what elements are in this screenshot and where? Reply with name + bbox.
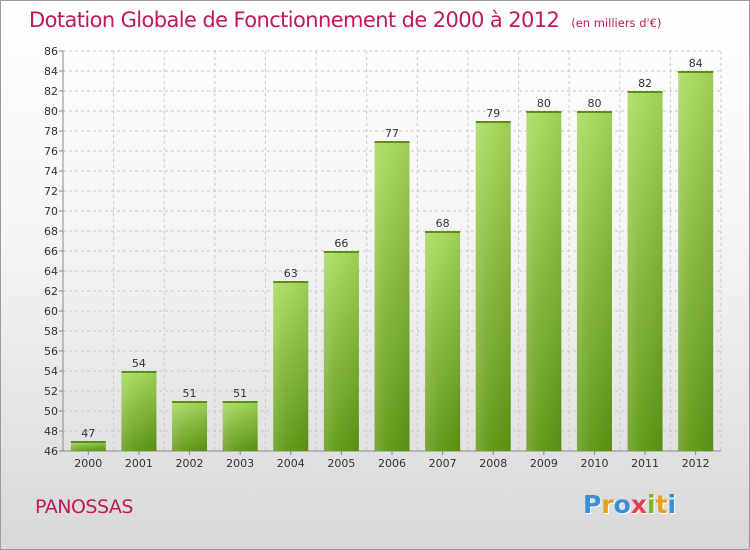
x-tick-label: 2011 [631, 457, 659, 470]
bars [70, 71, 714, 451]
bar-shine [425, 231, 461, 451]
chart-title: Dotation Globale de Fonctionnement de 20… [29, 8, 560, 32]
x-tick-label: 2004 [277, 457, 305, 470]
bar-top-edge [222, 401, 258, 403]
bar-top-edge [70, 441, 106, 443]
bar-top-edge [475, 121, 511, 123]
x-tick-label: 2012 [682, 457, 710, 470]
logo-letter: o [613, 490, 631, 519]
x-tick-label: 2009 [530, 457, 558, 470]
bar-top-edge [526, 111, 562, 113]
bar-shine [475, 121, 511, 451]
x-tick-label: 2002 [176, 457, 204, 470]
y-tick-label: 72 [44, 185, 58, 198]
bar-top-edge [121, 371, 157, 373]
bar-top-edge [273, 281, 309, 283]
value-label: 51 [183, 387, 197, 400]
bar-top-edge [576, 111, 612, 113]
bar-shine [222, 401, 258, 451]
value-label: 47 [81, 427, 95, 440]
y-tick-label: 62 [44, 285, 58, 298]
bar-shine [627, 91, 663, 451]
bar-shine [576, 111, 612, 451]
bar-shine [323, 251, 359, 451]
y-tick-label: 74 [44, 165, 58, 178]
y-tick-label: 78 [44, 125, 58, 138]
x-tick-label: 2005 [327, 457, 355, 470]
value-label: 82 [638, 77, 652, 90]
bar-shine [121, 371, 157, 451]
bar-top-edge [374, 141, 410, 143]
logo-letter: r [601, 490, 614, 519]
x-tick-labels: 2000 2001 2002 2003 2004 2005 2006 2007 2008 2009… [74, 457, 709, 470]
y-tick-labels: 46 48 50 52 54 56 58 60 62 64 66 68 70 72 74 76 78 80 82 84… [44, 45, 58, 458]
bar-top-edge [323, 251, 359, 253]
value-label: 79 [486, 107, 500, 120]
bar-shine [273, 281, 309, 451]
y-tick-label: 66 [44, 245, 58, 258]
value-label: 51 [233, 387, 247, 400]
bar-shine [374, 141, 410, 451]
y-tick-label: 60 [44, 305, 58, 318]
bar-top-edge [425, 231, 461, 233]
value-labels: 47 54 51 51 63 66 77 68 79 80 80 82 84 [81, 57, 702, 440]
value-label: 84 [689, 57, 703, 70]
y-tick-label: 80 [44, 105, 58, 118]
value-label: 80 [587, 97, 601, 110]
logo-letter: P [583, 490, 602, 519]
y-tick-label: 70 [44, 205, 58, 218]
y-tick-label: 56 [44, 345, 58, 358]
y-tick-label: 86 [44, 45, 58, 58]
logo-letter: i [647, 490, 656, 519]
value-label: 66 [334, 237, 348, 250]
x-tick-label: 2001 [125, 457, 153, 470]
bar-shine [526, 111, 562, 451]
y-tick-label: 46 [44, 445, 58, 458]
title-row: Dotation Globale de Fonctionnement de 20… [29, 8, 661, 32]
value-label: 68 [436, 217, 450, 230]
x-tick-label: 2003 [226, 457, 254, 470]
bar-shine [70, 441, 106, 451]
bar-shine [172, 401, 208, 451]
value-label: 80 [537, 97, 551, 110]
y-tick-label: 48 [44, 425, 58, 438]
logo-letter: i [667, 490, 677, 519]
proxiti-logo[interactable]: Proxiti [583, 490, 676, 519]
value-label: 77 [385, 127, 399, 140]
logo-letter: x [630, 490, 647, 519]
unit-note: (en milliers d'€) [571, 16, 662, 30]
y-tick-label: 82 [44, 85, 58, 98]
value-label: 63 [284, 267, 298, 280]
x-tick-label: 2010 [580, 457, 608, 470]
logo-letter: t [655, 490, 668, 519]
x-tick-label: 2006 [378, 457, 406, 470]
y-tick-label: 52 [44, 385, 58, 398]
value-label: 54 [132, 357, 146, 370]
y-tick-label: 58 [44, 325, 58, 338]
y-tick-label: 84 [44, 65, 58, 78]
bar-top-edge [172, 401, 208, 403]
bar-shine [678, 71, 714, 451]
x-tick-label: 2008 [479, 457, 507, 470]
y-tick-label: 76 [44, 145, 58, 158]
x-tick-label: 2007 [429, 457, 457, 470]
x-tick-label: 2000 [74, 457, 102, 470]
y-tick-label: 50 [44, 405, 58, 418]
y-tick-label: 64 [44, 265, 58, 278]
commune-name: PANOSSAS [35, 496, 133, 518]
y-tick-label: 54 [44, 365, 58, 378]
bar-top-edge [627, 91, 663, 93]
y-tick-label: 68 [44, 225, 58, 238]
bar-top-edge [678, 71, 714, 73]
